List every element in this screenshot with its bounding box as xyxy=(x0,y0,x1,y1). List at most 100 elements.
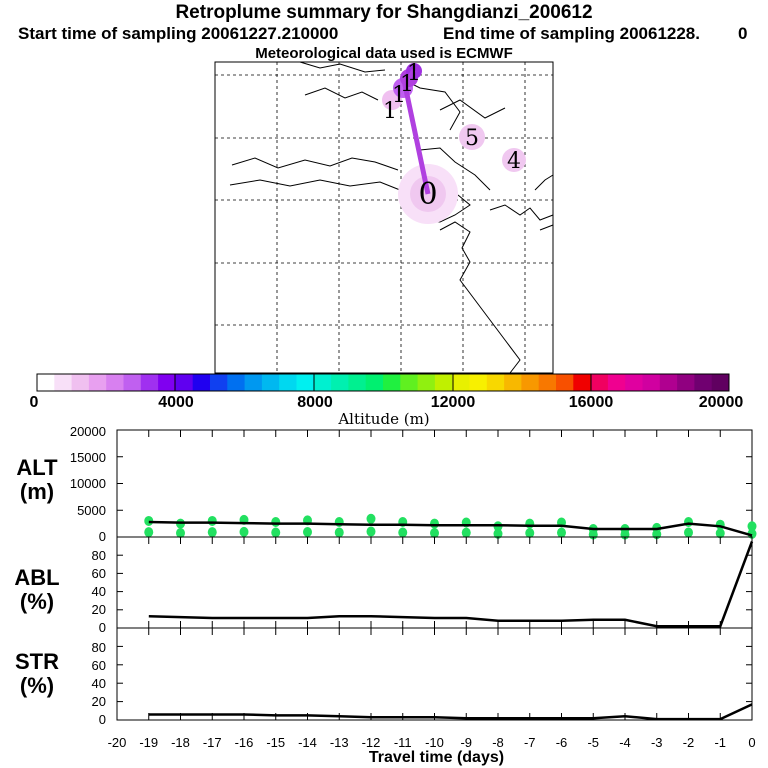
altitude-marker xyxy=(207,515,217,526)
abl-panel-label-line2: (%) xyxy=(19,589,55,614)
day-label-5: 5 xyxy=(465,126,479,151)
alt-ytick: 0 xyxy=(98,529,106,544)
figure-title: Retroplume summary for Shangdianzi_20061… xyxy=(175,2,593,23)
met-data-text: Meteorological data used is ECMWF xyxy=(255,45,513,62)
colorbar-swatch xyxy=(607,374,626,391)
alt-panel xyxy=(116,429,757,540)
colorbar-swatch xyxy=(677,374,695,391)
x-tick-label: -20 xyxy=(107,735,127,750)
colorbar-swatch xyxy=(486,374,505,391)
x-tick-label: 0 xyxy=(748,735,756,750)
colorbar-swatch xyxy=(210,374,228,391)
str-ytick: 20 xyxy=(91,694,106,709)
colorbar-tick-0: 0 xyxy=(29,394,39,411)
abl-panel-label: ABL (%) xyxy=(2,566,72,614)
colorbar-axis-label: Altitude (m) xyxy=(338,410,430,428)
colorbar-swatch xyxy=(383,374,401,391)
day4-halo xyxy=(502,148,526,172)
colorbar-swatch xyxy=(469,374,488,391)
altitude-marker-low xyxy=(557,527,566,538)
altitude-marker-low xyxy=(239,526,249,537)
alt-series-line xyxy=(148,520,753,537)
altitude-marker-low xyxy=(144,527,154,538)
alt-panel-label-line2: (m) xyxy=(19,479,55,504)
x-tick-label: -17 xyxy=(202,735,222,750)
start-sampling-text: Start time of sampling 20061227.210000 xyxy=(18,24,339,43)
altitude-marker xyxy=(430,518,439,529)
colorbar-swatch xyxy=(140,374,159,391)
abl-panel-label-line1: ABL xyxy=(14,565,60,590)
panel-frame xyxy=(116,627,753,721)
day5-halo xyxy=(459,124,485,150)
colorbar-swatch xyxy=(556,374,574,391)
colorbar-swatch xyxy=(261,374,280,391)
colorbar-swatch xyxy=(417,374,436,391)
altitude-marker xyxy=(684,517,693,528)
abl-panel xyxy=(116,536,754,629)
x-tick-label: -19 xyxy=(139,735,159,750)
str-panel xyxy=(116,627,753,721)
altitude-marker-low xyxy=(271,527,281,538)
x-tick-label: -15 xyxy=(266,735,286,750)
colorbar-swatch xyxy=(365,374,384,391)
x-tick-label: -8 xyxy=(492,735,504,750)
colorbar-swatch xyxy=(694,374,713,391)
altitude-marker-low xyxy=(430,527,439,538)
colorbar-swatch xyxy=(54,374,73,391)
x-tick-label: -2 xyxy=(682,735,695,750)
str-ytick: 80 xyxy=(91,640,106,655)
abl-ytick: 40 xyxy=(91,584,106,599)
altitude-marker-low xyxy=(493,528,503,539)
colorbar-swatch xyxy=(279,374,297,391)
altitude-marker-low xyxy=(461,527,471,538)
colorbar-swatch xyxy=(659,374,678,391)
colorbar-frame xyxy=(36,373,730,392)
x-tick-label: -1 xyxy=(714,735,727,750)
x-tick-label: -7 xyxy=(523,735,536,750)
altitude-marker-low xyxy=(525,527,535,538)
x-tick-label: -13 xyxy=(329,735,349,750)
altitude-marker-low xyxy=(207,527,217,538)
colorbar-swatch xyxy=(313,374,332,391)
alt-panel-label: ALT (m) xyxy=(2,456,72,504)
altitude-marker xyxy=(271,517,281,528)
colorbar-swatch xyxy=(711,374,730,391)
colorbar-swatch xyxy=(71,374,90,391)
alt-ytick: 10000 xyxy=(69,476,106,491)
str-ytick: 60 xyxy=(91,658,106,673)
map-panel: 0 1 1 1 1 5 4 xyxy=(214,61,554,374)
x-axis-label: Travel time (days) xyxy=(368,749,505,766)
x-tick-label: -16 xyxy=(234,735,254,750)
colorbar-swatch xyxy=(88,374,107,391)
altitude-marker-low xyxy=(334,527,344,538)
panel-frame xyxy=(116,536,753,629)
colorbar-swatch xyxy=(590,374,609,391)
colorbar-swatch xyxy=(504,374,522,391)
alt-ytick: 20000 xyxy=(69,424,106,439)
day-label-1d: 1 xyxy=(407,61,421,86)
colorbar-tick-4000: 4000 xyxy=(158,394,194,411)
end-sampling-suffix: 0 xyxy=(738,24,748,43)
colorbar-swatch xyxy=(296,374,315,391)
x-tick-label: -4 xyxy=(619,735,631,750)
colorbar-swatch xyxy=(331,374,349,391)
altitude-marker-low xyxy=(747,528,757,539)
altitude-marker-low xyxy=(176,527,185,538)
abl-ytick: 80 xyxy=(91,548,106,563)
abl-ytick: 60 xyxy=(91,566,106,581)
x-tick-label: -10 xyxy=(425,735,444,750)
altitude-marker xyxy=(144,515,154,526)
abl-series-line xyxy=(148,541,754,628)
str-panel-label: STR (%) xyxy=(2,650,72,698)
colorbar-swatch xyxy=(123,374,142,391)
altitude-marker xyxy=(334,517,344,528)
colorbar-tick-20000: 20000 xyxy=(698,394,744,411)
x-tick-label: -14 xyxy=(298,735,317,750)
colorbar-tick-8000: 8000 xyxy=(297,394,333,411)
day-label-1b: 1 xyxy=(392,83,406,108)
colorbar-swatch xyxy=(192,374,211,391)
day-label-4: 4 xyxy=(507,149,521,174)
str-panel-label-line1: STR xyxy=(15,649,59,674)
coastlines xyxy=(229,61,554,374)
